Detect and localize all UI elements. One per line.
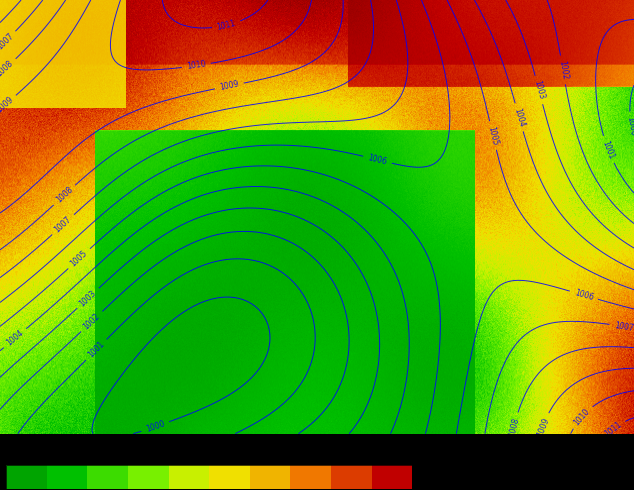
Bar xyxy=(47,465,87,489)
Text: 1009: 1009 xyxy=(0,96,15,115)
Text: 1001: 1001 xyxy=(600,139,616,160)
Text: 1007: 1007 xyxy=(0,32,15,51)
Text: 1006: 1006 xyxy=(573,288,595,302)
Bar xyxy=(331,465,372,489)
Text: 1003: 1003 xyxy=(78,288,98,308)
Text: Surface pressure Spread mean+σ [hPa] ECMWF: Surface pressure Spread mean+σ [hPa] ECM… xyxy=(6,438,306,451)
Text: 1007: 1007 xyxy=(53,215,74,235)
Text: Tu 04-06-2024 12:00 UTC (00+252): Tu 04-06-2024 12:00 UTC (00+252) xyxy=(456,438,634,451)
Text: 1009: 1009 xyxy=(219,80,240,92)
Text: 1008: 1008 xyxy=(0,59,15,79)
Text: 1002: 1002 xyxy=(82,312,102,331)
Text: 1000: 1000 xyxy=(145,419,166,434)
Bar xyxy=(250,465,290,489)
Text: 1001: 1001 xyxy=(86,340,107,360)
Bar xyxy=(290,465,331,489)
Text: © weatheronline.co.uk: © weatheronline.co.uk xyxy=(456,470,606,483)
Text: 1004: 1004 xyxy=(4,328,25,348)
Text: 1006: 1006 xyxy=(367,153,388,167)
Bar xyxy=(372,465,412,489)
Text: 1011: 1011 xyxy=(603,420,623,439)
Text: 1010: 1010 xyxy=(573,407,592,427)
Bar xyxy=(128,465,169,489)
Text: 1005: 1005 xyxy=(486,125,500,146)
Bar xyxy=(6,465,412,489)
Text: 1008: 1008 xyxy=(55,185,75,205)
Text: 1011: 1011 xyxy=(216,19,236,32)
Text: 1005: 1005 xyxy=(69,249,89,269)
Bar xyxy=(87,465,128,489)
Bar xyxy=(169,465,209,489)
Text: 1003: 1003 xyxy=(532,79,546,100)
Text: 1004: 1004 xyxy=(512,107,526,128)
Text: 1007: 1007 xyxy=(614,320,634,333)
Text: 1000: 1000 xyxy=(625,116,634,137)
Bar xyxy=(209,465,250,489)
Text: 1002: 1002 xyxy=(557,60,569,80)
Bar xyxy=(6,465,47,489)
Text: 1010: 1010 xyxy=(186,60,207,72)
Text: 1008: 1008 xyxy=(507,416,521,437)
Text: 1009: 1009 xyxy=(535,416,550,437)
